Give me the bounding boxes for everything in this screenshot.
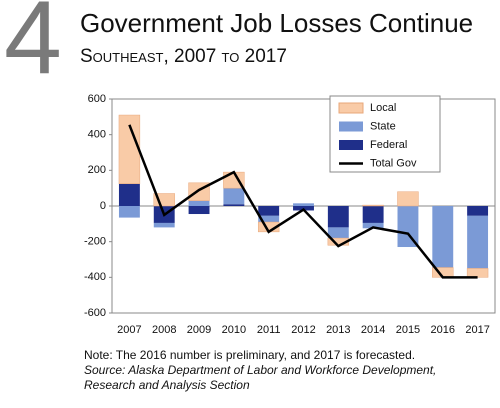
bar (467, 206, 489, 216)
y-tick-label: 0 (100, 200, 106, 212)
x-tick-label: 2016 (431, 324, 455, 336)
legend-swatch (339, 140, 363, 150)
y-tick-label: 600 (88, 93, 106, 105)
legend-swatch (338, 102, 364, 114)
y-tick-label: 400 (88, 129, 106, 141)
figure-number: 4 (4, 0, 62, 96)
x-tick-label: 2015 (396, 324, 420, 336)
chart-subtitle: Southeast, 2007 to 2017 (80, 46, 287, 67)
legend-label: Local (370, 102, 396, 114)
x-tick-label: 2012 (291, 324, 315, 336)
y-tick-label: 200 (88, 164, 106, 176)
x-tick-label: 2013 (326, 324, 350, 336)
bar (258, 215, 280, 223)
x-tick-label: 2011 (257, 324, 281, 336)
y-tick-label: -400 (84, 271, 106, 283)
bar (153, 222, 175, 228)
x-tick-label: 2017 (465, 324, 489, 336)
legend-label: State (370, 120, 396, 132)
bar (327, 227, 349, 239)
legend-label: Federal (370, 139, 407, 151)
x-tick-label: 2007 (117, 324, 141, 336)
bar (362, 204, 384, 207)
source: Source: Alaska Department of Labor and W… (84, 363, 437, 392)
bar (223, 204, 245, 206)
x-tick-label: 2009 (187, 324, 211, 336)
bar (432, 206, 454, 268)
bar (293, 203, 314, 206)
chart-title: Government Job Losses Continue (80, 8, 474, 38)
bar (188, 200, 210, 206)
y-tick-label: -200 (84, 236, 106, 248)
bar (188, 206, 210, 215)
y-tick-label: -600 (84, 307, 106, 319)
bar (397, 206, 419, 248)
chart: -600 -400 -200 0 200 400 600 2007 2008 2009 2010 20… (84, 93, 496, 336)
bar (118, 183, 140, 206)
bar (397, 191, 419, 207)
x-tick-label: 2008 (152, 324, 176, 336)
bar (258, 206, 280, 216)
bar (467, 215, 489, 269)
bar (466, 268, 489, 278)
x-tick-label: 2014 (361, 324, 385, 336)
bar (327, 206, 349, 228)
note: Note: The 2016 number is preliminary, an… (84, 348, 416, 362)
x-tick-label: 2010 (222, 324, 246, 336)
line (128, 124, 478, 279)
legend-label: Total Gov (370, 157, 417, 169)
legend-swatch (339, 121, 363, 132)
bar (362, 222, 384, 229)
bar (118, 206, 140, 218)
bar (223, 188, 245, 205)
bar (362, 206, 384, 223)
